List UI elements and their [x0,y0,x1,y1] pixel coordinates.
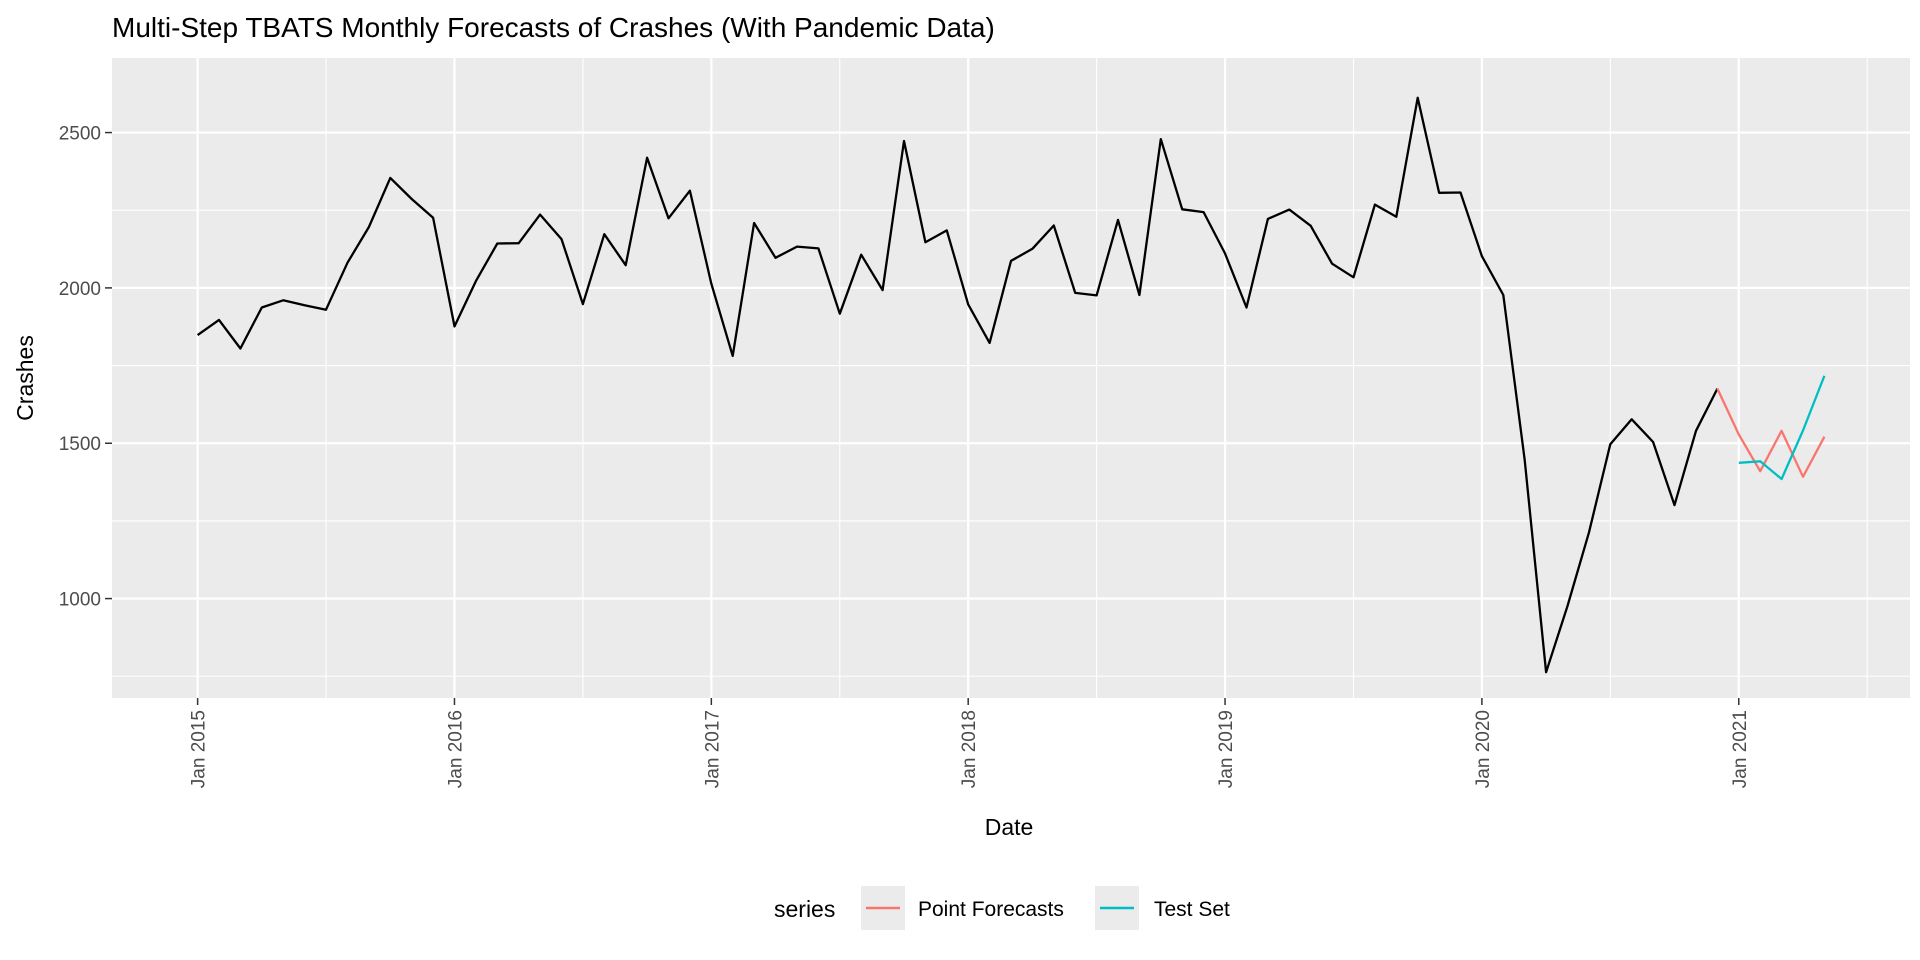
x-tick-label: Jan 2015 [189,710,210,788]
series-layer [196,96,1826,674]
x-tick-label: Jan 2020 [1473,710,1494,788]
legend: series Point Forecasts Test Set [774,886,1230,930]
legend-title: series [774,896,835,922]
series-line-test-set [1738,375,1826,481]
x-axis-title: Date [985,814,1034,840]
series-line-point-forecasts [1716,388,1826,478]
legend-item-point-forecasts: Point Forecasts [861,886,1064,930]
y-tick-label: 1500 [59,434,101,455]
chart-title: Multi-Step TBATS Monthly Forecasts of Cr… [112,12,995,43]
plot-panel [112,58,1910,698]
y-axis-title: Crashes [12,335,38,421]
y-axis: 1000 1500 2000 2500 [59,124,112,611]
y-tick-label: 1000 [59,590,101,611]
series-line-history [196,96,1719,674]
x-tick-label: Jan 2017 [702,710,723,788]
x-tick-label: Jan 2019 [1216,710,1237,788]
x-axis: Jan 2015 Jan 2016 Jan 2017 Jan 2018 Jan 2019… [189,698,1751,788]
minor-gridlines [112,58,1910,698]
x-tick-label: Jan 2018 [959,710,980,788]
y-tick-label: 2500 [59,124,101,145]
x-tick-label: Jan 2021 [1730,710,1751,788]
legend-item-test-set: Test Set [1095,886,1230,930]
legend-label: Test Set [1154,898,1230,921]
y-tick-label: 2000 [59,279,101,300]
x-tick-label: Jan 2016 [445,710,466,788]
legend-label: Point Forecasts [918,898,1064,921]
